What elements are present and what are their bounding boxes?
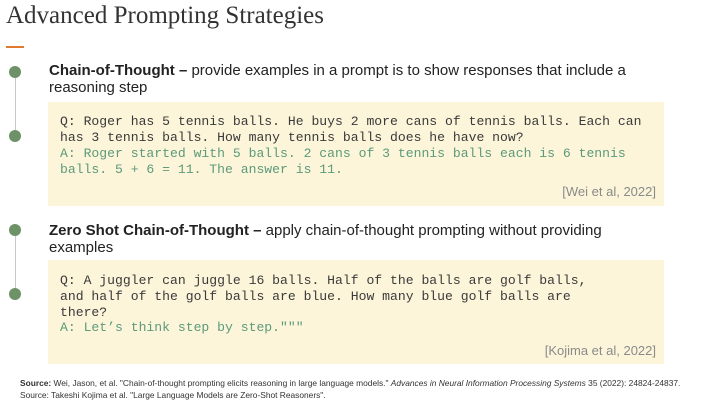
timeline-dot <box>9 224 21 236</box>
timeline-dot <box>9 130 21 142</box>
timeline-dot <box>9 66 21 78</box>
prompt-line: Q: Roger has 5 tennis balls. He buys 2 m… <box>60 114 642 129</box>
section-heading: Zero Shot Chain-of-Thought – apply chain… <box>49 222 664 256</box>
source-note: Source: Takeshi Kojima et al. "Large Lan… <box>20 390 326 400</box>
example-box: Q: A juggler can juggle 16 balls. Half o… <box>48 260 664 364</box>
example-box: Q: Roger has 5 tennis balls. He buys 2 m… <box>48 102 664 206</box>
source-text: Wei, Jason, et al. "Chain-of-thought pro… <box>53 378 389 388</box>
prompt-line: Q: A juggler can juggle 16 balls. Half o… <box>60 273 587 288</box>
heading-description: provide examples in a prompt is to show … <box>49 62 626 96</box>
slide-title: Advanced Prompting Strategies <box>6 2 324 29</box>
heading-description: apply chain-of-thought prompting without… <box>49 222 602 256</box>
source-label: Source: <box>20 378 52 388</box>
answer-line: balls. 5 + 6 = 11. The answer is 11. <box>60 162 343 177</box>
timeline-line <box>15 78 16 136</box>
source-text: 35 (2022): 24824-24837. <box>588 378 681 388</box>
prompt-line: and half of the golf balls are blue. How… <box>60 289 571 304</box>
answer-line: A: Let’s think step by step.""" <box>60 320 304 335</box>
prompt-line: there? <box>60 305 108 320</box>
prompt-line: has 3 tennis balls. How many tennis ball… <box>60 130 524 145</box>
citation: [Kojima et al, 2022] <box>544 343 656 358</box>
timeline-line <box>15 236 16 294</box>
timeline-dot <box>9 288 21 300</box>
citation: [Wei et al, 2022] <box>562 184 656 199</box>
heading-label: Zero Shot Chain-of-Thought – <box>49 222 262 239</box>
heading-label: Chain-of-Thought – <box>49 62 188 79</box>
answer-line: A: Roger started with 5 balls. 2 cans of… <box>60 146 626 161</box>
source-note: Source: Wei, Jason, et al. "Chain-of-tho… <box>20 378 680 388</box>
accent-bar <box>6 46 24 48</box>
source-journal: Advances in Neural Information Processin… <box>390 378 586 388</box>
section-heading: Chain-of-Thought – provide examples in a… <box>49 62 664 96</box>
